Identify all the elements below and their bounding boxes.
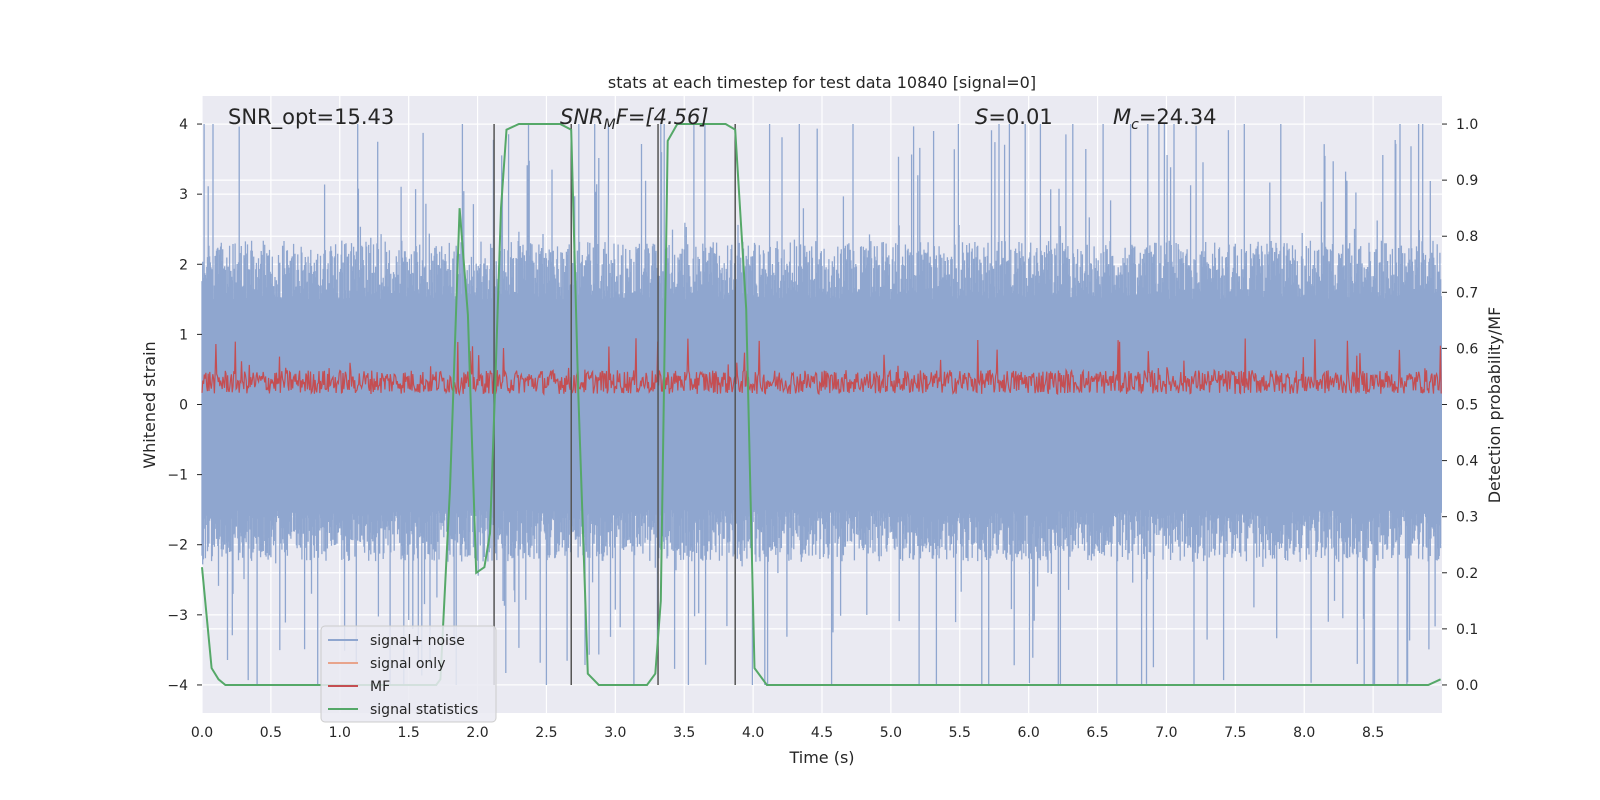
y-left-tick-label: 2 — [179, 257, 188, 273]
y-left-tick-label: 0 — [179, 398, 188, 414]
y-right-tick-label: 0.1 — [1456, 622, 1478, 638]
y-right-tick-label: 0.3 — [1456, 510, 1478, 526]
y-left-tick-label: 4 — [179, 117, 188, 133]
x-tick-label: 7.5 — [1224, 725, 1246, 741]
mf-line — [201, 338, 1442, 397]
series-signal-noise — [201, 124, 1442, 685]
y-right-tick-label: 0.7 — [1456, 285, 1478, 301]
chart-title: stats at each timestep for test data 108… — [608, 73, 1036, 92]
y-left-tick-label: 3 — [179, 187, 188, 203]
y-right-tick-label: 0.6 — [1456, 341, 1478, 357]
x-tick-label: 6.0 — [1018, 725, 1040, 741]
x-tick-label: 3.0 — [604, 725, 626, 741]
x-tick-label: 6.5 — [1086, 725, 1108, 741]
y-right-tick-label: 0.5 — [1456, 398, 1478, 414]
legend-label-signal-noise: signal+ noise — [370, 633, 465, 649]
legend-box — [320, 625, 497, 723]
y-right-tick-label: 1.0 — [1456, 117, 1478, 133]
x-tick-label: 4.0 — [742, 725, 764, 741]
y-axis-left-label: Whitened strain — [140, 341, 159, 468]
y-right-tick-label: 0.4 — [1456, 454, 1478, 470]
x-tick-label: 2.0 — [466, 725, 488, 741]
y-right-tick-label: 0.2 — [1456, 566, 1478, 582]
y-left-tick-label: −2 — [167, 538, 188, 554]
y-axis-left-ticks: 4 3 2 1 0 −1 −2 −3 −4 — [167, 117, 202, 694]
y-right-tick-label: 0.9 — [1456, 173, 1478, 189]
y-right-tick-label: 0.8 — [1456, 229, 1478, 245]
y-left-tick-label: −1 — [167, 468, 188, 484]
x-tick-label: 8.0 — [1293, 725, 1315, 741]
y-axis-right-label: Detection probability/MF — [1485, 307, 1504, 504]
y-right-tick-label: 0.0 — [1456, 678, 1478, 694]
x-tick-label: 0.0 — [191, 725, 213, 741]
x-tick-label: 0.5 — [260, 725, 282, 741]
annotation-snr-mf: SNRMF=[4.56] — [560, 105, 709, 133]
legend-label-mf: MF — [370, 679, 390, 695]
legend: signal+ noise signal only MF signal stat… — [320, 625, 497, 723]
annotation-snr-opt: SNR_opt=15.43 — [228, 105, 394, 130]
annotation-s: S=0.01 — [975, 105, 1053, 129]
x-tick-label: 1.5 — [398, 725, 420, 741]
legend-label-signal-only: signal only — [370, 656, 445, 672]
annotation-mc: Mc=24.34 — [1113, 105, 1217, 133]
y-axis-right-ticks: 1.0 0.9 0.8 0.7 0.6 0.5 0.4 0.3 0.2 0.1 0.0 — [1442, 117, 1478, 694]
x-tick-label: 2.5 — [535, 725, 557, 741]
x-tick-label: 3.5 — [673, 725, 695, 741]
x-tick-label: 7.0 — [1155, 725, 1177, 741]
y-left-tick-label: −3 — [167, 608, 188, 624]
x-tick-label: 8.5 — [1362, 725, 1384, 741]
y-left-tick-label: −4 — [167, 678, 188, 694]
x-tick-label: 5.5 — [949, 725, 971, 741]
legend-label-signal-statistics: signal statistics — [370, 702, 478, 718]
x-axis-ticks: 0.0 0.5 1.0 1.5 2.0 2.5 3.0 3.5 4.0 4.5 5.0 5.5 6.0 6… — [191, 725, 1384, 741]
x-axis-label: Time (s) — [788, 748, 854, 767]
y-left-tick-label: 1 — [179, 327, 188, 343]
x-tick-label: 4.5 — [811, 725, 833, 741]
series-mf — [201, 338, 1442, 397]
x-tick-label: 5.0 — [880, 725, 902, 741]
x-tick-label: 1.0 — [329, 725, 351, 741]
